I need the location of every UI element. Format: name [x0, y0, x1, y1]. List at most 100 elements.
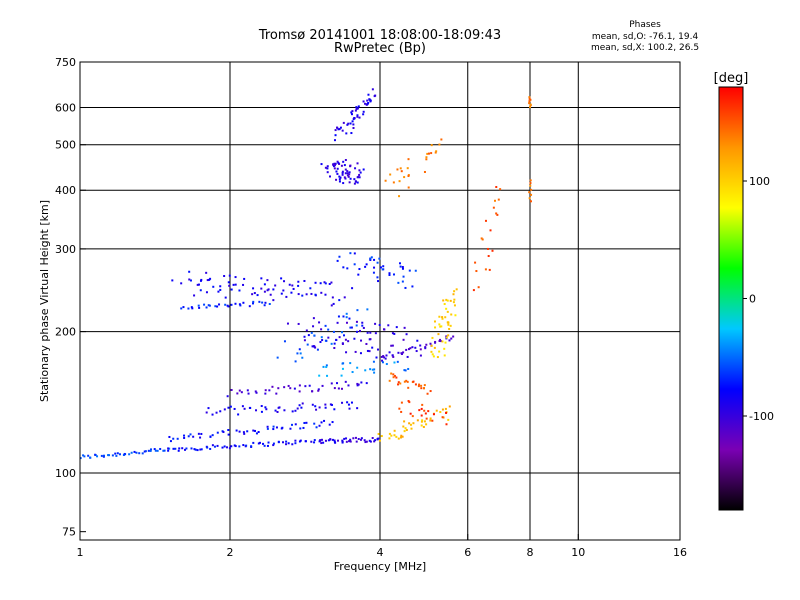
data-point: [272, 444, 275, 447]
data-point: [371, 346, 374, 349]
data-point: [395, 435, 398, 438]
data-point: [344, 172, 347, 175]
data-point: [333, 408, 336, 411]
data-point: [241, 405, 244, 408]
data-point: [319, 282, 322, 285]
data-point: [282, 289, 285, 292]
data-point: [344, 168, 347, 171]
data-point: [381, 268, 384, 271]
data-point: [349, 164, 352, 167]
data-point: [362, 326, 365, 329]
data-point: [252, 429, 255, 432]
x-tick-label: 1: [77, 546, 84, 559]
data-point: [389, 173, 392, 176]
data-point: [242, 444, 245, 447]
data-point: [368, 439, 371, 442]
data-point: [426, 152, 429, 155]
data-point: [348, 440, 351, 443]
data-point: [388, 272, 391, 275]
data-point: [323, 281, 326, 284]
data-point: [275, 392, 278, 395]
data-point: [358, 268, 361, 271]
data-point: [266, 427, 269, 430]
data-point: [246, 430, 249, 433]
data-point: [356, 107, 359, 110]
data-point: [192, 435, 195, 438]
data-point: [182, 306, 185, 309]
data-point: [481, 238, 484, 241]
data-point: [411, 415, 414, 418]
data-point: [374, 322, 377, 325]
data-point: [436, 356, 439, 359]
data-point: [211, 434, 214, 437]
data-point: [349, 326, 352, 329]
data-point: [325, 364, 328, 367]
data-point: [348, 407, 351, 410]
data-point: [233, 407, 236, 410]
data-point: [371, 368, 374, 371]
data-point: [385, 363, 388, 366]
data-point: [207, 304, 210, 307]
data-point: [346, 401, 349, 404]
data-point: [224, 303, 227, 306]
data-point: [383, 356, 386, 359]
data-point: [354, 350, 357, 353]
data-point: [349, 440, 352, 443]
data-point: [388, 432, 391, 435]
data-point: [309, 287, 312, 290]
data-point: [260, 405, 263, 408]
data-point: [425, 156, 428, 159]
data-point: [444, 407, 447, 410]
data-point: [358, 116, 361, 119]
data-point: [344, 380, 347, 383]
data-point: [392, 181, 395, 184]
data-point: [452, 293, 455, 296]
data-point: [267, 441, 270, 444]
data-point: [452, 335, 455, 338]
data-point: [332, 163, 335, 166]
data-point: [339, 126, 342, 129]
data-point: [263, 304, 266, 307]
data-point: [289, 387, 292, 390]
data-point: [311, 390, 314, 393]
data-points: [79, 88, 533, 460]
data-point: [374, 439, 377, 442]
data-point: [271, 385, 274, 388]
data-point: [312, 325, 315, 328]
data-point: [353, 182, 356, 185]
data-point: [238, 289, 241, 292]
data-point: [94, 454, 97, 457]
data-point: [528, 97, 531, 100]
data-point: [258, 300, 261, 303]
data-point: [342, 182, 345, 185]
data-point: [285, 440, 288, 443]
data-point: [333, 441, 336, 444]
data-point: [89, 456, 92, 459]
data-point: [414, 269, 417, 272]
data-point: [355, 320, 358, 323]
data-point: [312, 317, 315, 320]
data-point: [340, 164, 343, 167]
data-point: [365, 263, 368, 266]
data-point: [197, 432, 200, 435]
data-point: [408, 422, 411, 425]
data-point: [277, 440, 280, 443]
x-axis: 1 2 4 6 8 10 16: [77, 534, 687, 559]
data-point: [528, 102, 531, 105]
data-point: [196, 283, 199, 286]
data-point: [261, 301, 264, 304]
y-tick-label: 750: [55, 56, 76, 69]
data-point: [357, 273, 360, 276]
data-point: [285, 443, 288, 446]
data-point: [448, 327, 451, 330]
data-point: [274, 409, 277, 412]
data-point: [393, 361, 396, 364]
data-point: [262, 442, 265, 445]
data-point: [346, 170, 349, 173]
data-point: [268, 302, 271, 305]
data-point: [349, 362, 352, 365]
data-point: [328, 282, 331, 285]
data-point: [529, 103, 532, 106]
data-point: [408, 269, 411, 272]
data-point: [358, 173, 361, 176]
